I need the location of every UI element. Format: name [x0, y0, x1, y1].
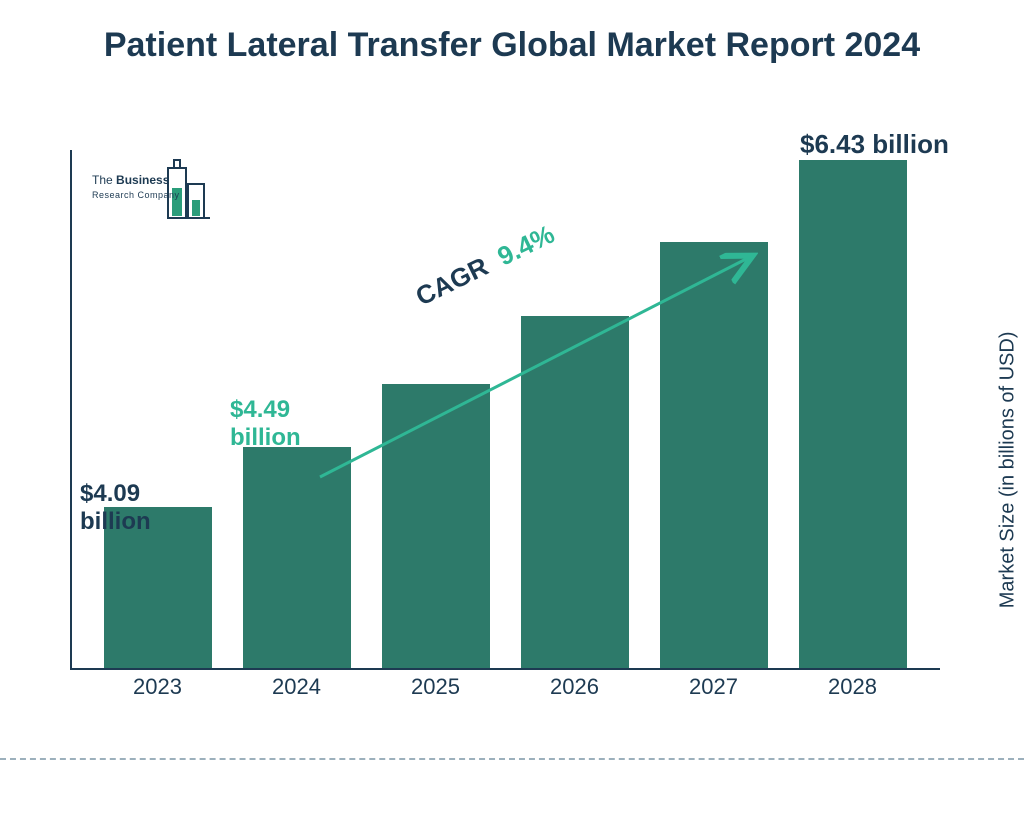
bar-2026 — [521, 316, 629, 668]
value-line2: billion — [80, 508, 151, 535]
bar-rect — [521, 316, 629, 668]
x-label: 2027 — [660, 674, 768, 710]
value-line1: $4.49 — [230, 396, 290, 423]
value-line1: $4.09 — [80, 480, 140, 507]
bar-rect — [799, 160, 907, 668]
bottom-dashed-rule — [0, 758, 1024, 760]
x-axis-line — [70, 668, 940, 670]
value-line2: billion — [230, 424, 301, 451]
x-label: 2028 — [799, 674, 907, 710]
value-callout-2024: $4.49billion — [230, 396, 301, 451]
bars-container — [70, 150, 940, 668]
bar-2028 — [799, 160, 907, 668]
bar-2024 — [243, 447, 351, 668]
x-label: 2026 — [521, 674, 629, 710]
x-label: 2025 — [382, 674, 490, 710]
bar-2027 — [660, 242, 768, 668]
x-label: 2023 — [104, 674, 212, 710]
chart-area: 2023 2024 2025 2026 2027 2028 — [70, 150, 940, 710]
bar-rect — [660, 242, 768, 668]
bar-rect — [243, 447, 351, 668]
x-label: 2024 — [243, 674, 351, 710]
value-line1: $6.43 billion — [800, 129, 949, 159]
value-callout-2028: $6.43 billion — [800, 130, 949, 160]
value-callout-2023: $4.09billion — [80, 480, 151, 535]
x-labels-row: 2023 2024 2025 2026 2027 2028 — [70, 674, 940, 710]
y-axis-label: Market Size (in billions of USD) — [997, 332, 1020, 609]
bar-2025 — [382, 384, 490, 668]
chart-title: Patient Lateral Transfer Global Market R… — [0, 0, 1024, 67]
bar-rect — [382, 384, 490, 668]
